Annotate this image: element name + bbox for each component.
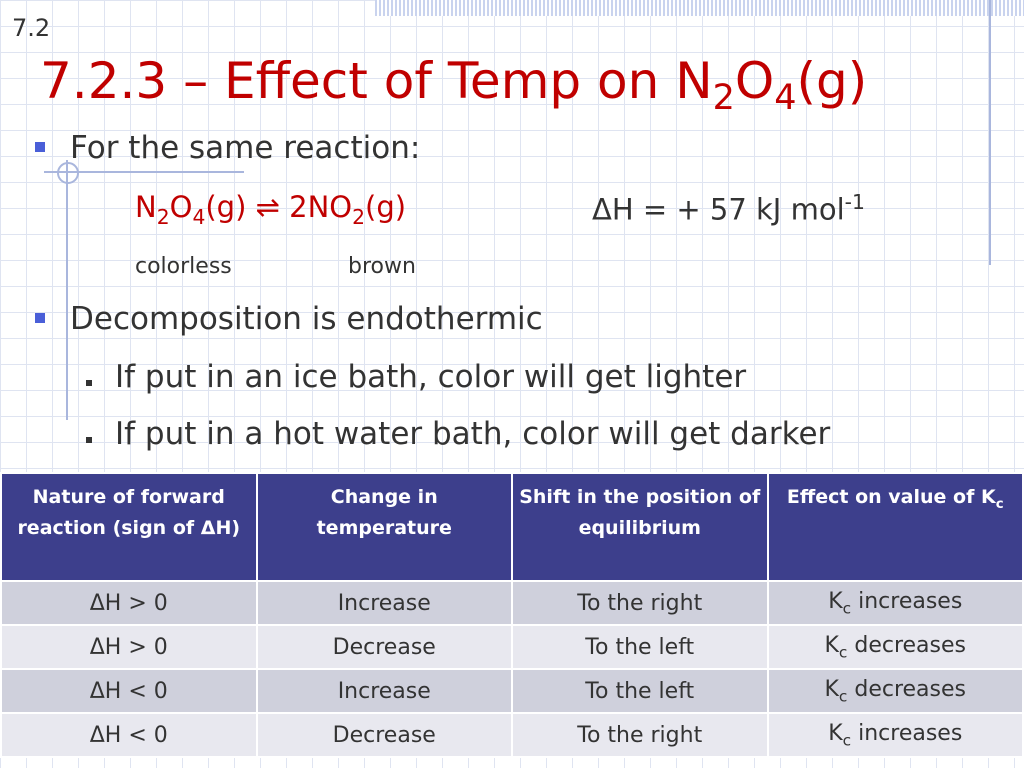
table-row: ΔH < 0 Decrease To the right Kc increases (0, 712, 1024, 758)
text-run: 4 (774, 78, 797, 118)
text-run: (g) ⇌ 2NO (205, 190, 353, 224)
text-run: increases (851, 588, 963, 614)
color-label: colorless (135, 254, 232, 279)
text-run: decreases (847, 676, 967, 702)
decor-bar (375, 0, 1024, 16)
table-cell: ΔH < 0 (0, 712, 258, 758)
text-run: N (135, 190, 157, 224)
text-run: Decrease (332, 722, 436, 748)
text-run: K (828, 720, 843, 746)
decor-line (989, 0, 991, 265)
table-cell: Increase (255, 668, 513, 714)
table-cell: Kc increases (766, 712, 1024, 758)
text-run: Increase (337, 678, 431, 704)
text-run: Change in temperature (316, 486, 452, 539)
text-run: increases (851, 720, 963, 746)
table-cell: To the right (511, 712, 769, 758)
text-run: To the right (577, 722, 703, 748)
table-cell: To the left (511, 624, 769, 670)
text-run: c (995, 496, 1004, 512)
table-header: Nature of forward reaction (sign of ΔH) C… (0, 472, 1024, 582)
table-cell: Decrease (255, 712, 513, 758)
text-run: decreases (847, 632, 967, 658)
table-row: ΔH > 0 Decrease To the left Kc decreases (0, 624, 1024, 670)
table-row: ΔH > 0 Increase To the right Kc increases (0, 580, 1024, 626)
text-run: c (838, 643, 848, 662)
table-body: ΔH > 0 Increase To the right Kc increases ΔH… (0, 580, 1024, 758)
text-run: ΔH < 0 (89, 678, 168, 704)
text-run: Effect on value of K (786, 486, 996, 508)
text-run: c (842, 731, 852, 750)
text-run: ΔH = + 57 kJ mol (592, 192, 845, 227)
text-run: Decrease (332, 634, 436, 660)
equation: N2O4(g) ⇌ 2NO2(g) (135, 190, 406, 229)
header-cell: Shift in the position of equilibrium (511, 472, 769, 582)
text-run: -1 (844, 190, 865, 214)
table-cell: ΔH > 0 (0, 580, 258, 626)
text-run: c (838, 687, 848, 706)
text-run: c (842, 599, 852, 618)
table-cell: ΔH > 0 (0, 624, 258, 670)
table-cell: Kc decreases (766, 668, 1024, 714)
title: 7.2.3 – Effect of Temp on N2O4(g) (40, 52, 867, 118)
slide-number: 7.2 (12, 14, 51, 42)
text-run: K (828, 588, 843, 614)
sub-bullet-text: If put in a hot water bath, color will g… (115, 416, 831, 452)
text-run: K (824, 676, 839, 702)
table-cell: Kc increases (766, 580, 1024, 626)
sub-bullet (86, 437, 92, 443)
table-cell: To the right (511, 580, 769, 626)
header-cell: Nature of forward reaction (sign of ΔH) (0, 472, 258, 582)
text-run: (g) (365, 190, 407, 224)
text-run: ΔH < 0 (89, 722, 168, 748)
table-cell: Decrease (255, 624, 513, 670)
text-run: ΔH > 0 (89, 590, 168, 616)
text-run: O (169, 190, 193, 224)
enthalpy: ΔH = + 57 kJ mol-1 (592, 190, 865, 227)
text-run: 2 (156, 204, 170, 229)
bullet (35, 142, 45, 152)
text-run: 2 (712, 78, 735, 118)
text-run: 4 (192, 204, 206, 229)
text-run: To the right (577, 590, 703, 616)
text-run: K (824, 632, 839, 658)
bullet (35, 313, 45, 323)
header-cell: Change in temperature (255, 472, 513, 582)
text-run: 7.2.3 – Effect of Temp on N (40, 52, 713, 110)
text-run: Shift in the position of equilibrium (519, 486, 761, 539)
table-cell: Kc decreases (766, 624, 1024, 670)
table-cell: To the left (511, 668, 769, 714)
sub-bullet (86, 380, 92, 386)
text-run: To the left (585, 634, 695, 660)
bullet-text: For the same reaction: (70, 130, 421, 166)
decor-circle (57, 162, 79, 184)
table-cell: ΔH < 0 (0, 668, 258, 714)
bullet-text: Decomposition is endothermic (70, 301, 543, 337)
text-run: O (734, 52, 775, 110)
text-run: Nature of forward reaction (sign of ΔH) (17, 486, 241, 539)
table-row: ΔH < 0 Increase To the left Kc decreases (0, 668, 1024, 714)
text-run: ΔH > 0 (89, 634, 168, 660)
text-run: 2 (352, 204, 365, 229)
header-cell: Effect on value of Kc (766, 472, 1024, 582)
text-run: To the left (585, 678, 695, 704)
text-run: Increase (337, 590, 431, 616)
table-cell: Increase (255, 580, 513, 626)
effect-table: Nature of forward reaction (sign of ΔH) C… (0, 472, 1024, 758)
decor-line (66, 160, 68, 420)
decor-line (44, 171, 244, 173)
color-label: brown (348, 254, 416, 279)
sub-bullet-text: If put in an ice bath, color will get li… (115, 359, 747, 395)
text-run: (g) (796, 52, 868, 110)
